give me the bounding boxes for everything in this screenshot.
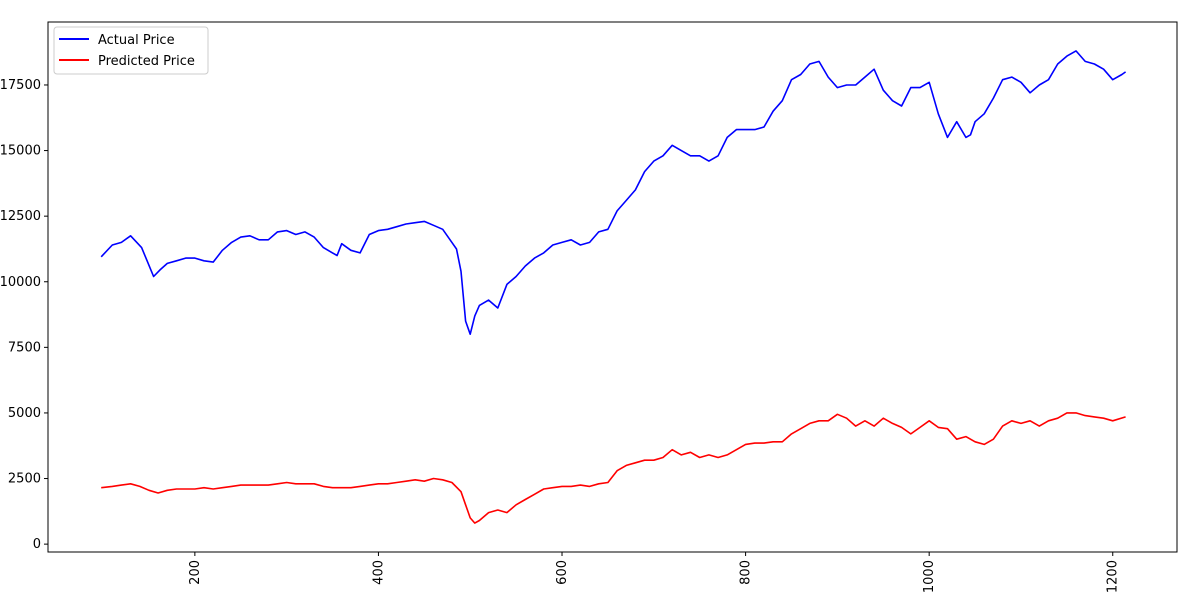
x-tick-label: 800 (739, 560, 754, 585)
series-line-predicted (101, 412, 1126, 524)
x-axis: 200 400 600 800 1000 1200 (188, 552, 1121, 593)
plot-area (47, 21, 1178, 553)
legend-label-actual: Actual Price (98, 33, 175, 48)
y-tick-label: 5000 (8, 406, 41, 421)
y-tick-label: 15000 (0, 144, 41, 159)
legend: Actual Price Predicted Price (53, 26, 209, 75)
y-tick-label: 0 (33, 537, 41, 552)
x-tick-label: 1200 (1106, 560, 1121, 593)
legend-box (53, 26, 209, 75)
x-tick-label: 400 (371, 560, 386, 585)
y-tick-label: 2500 (8, 472, 41, 487)
y-tick-label: 7500 (8, 340, 41, 355)
series-lines (100, 50, 1127, 524)
x-tick-label: 600 (555, 560, 570, 585)
y-tick-label: 12500 (0, 209, 41, 224)
x-tick-label: 1000 (922, 560, 937, 593)
y-tick-label: 10000 (0, 275, 41, 290)
legend-label-predicted: Predicted Price (98, 54, 195, 69)
y-tick-label: 17500 (0, 78, 41, 93)
y-axis: 0 2500 5000 7500 10000 12500 15000 17500 (0, 78, 48, 552)
series-line-actual (100, 50, 1127, 336)
x-tick-label: 200 (188, 560, 203, 585)
